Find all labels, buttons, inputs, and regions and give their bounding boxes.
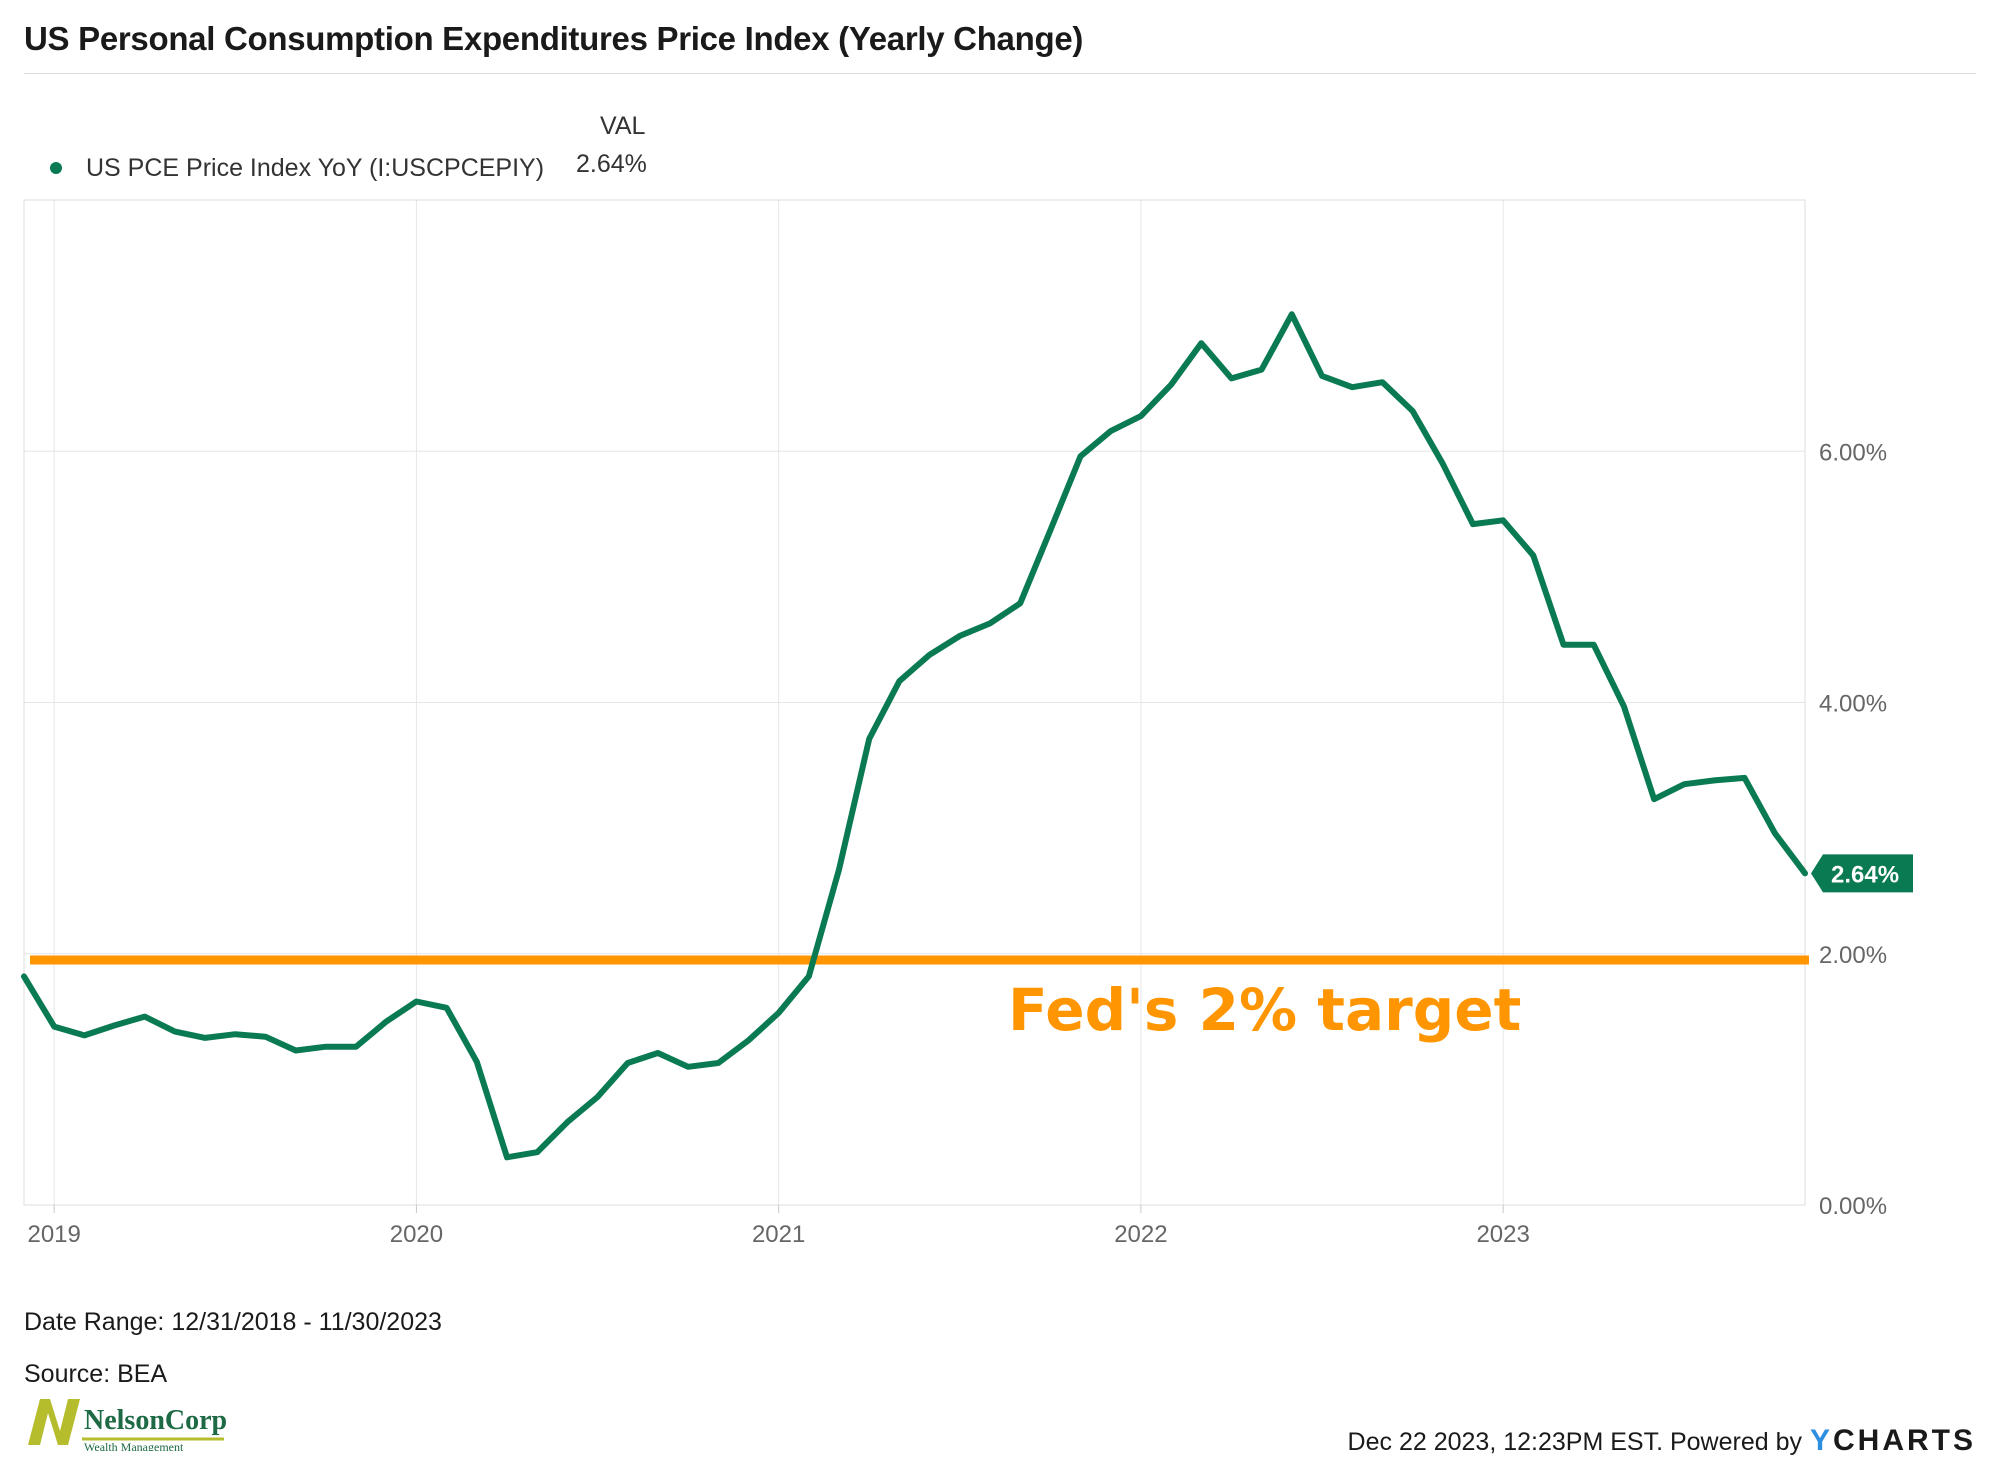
x-tick-label: 2021	[752, 1221, 805, 1248]
y-tick-label: 4.00%	[1819, 691, 1887, 718]
nelsoncorp-logo: NelsonCorp Wealth Management	[28, 1399, 227, 1451]
y-tick-label: 6.00%	[1819, 439, 1887, 466]
logo-name: NelsonCorp	[84, 1405, 227, 1436]
source-note: Source: BEA	[24, 1360, 168, 1388]
logo-subtitle: Wealth Management	[84, 1440, 184, 1451]
ycharts-logo[interactable]: YCHARTS	[1810, 1424, 1976, 1458]
x-axis: 2019 2020 2021 2022 2023	[27, 1205, 1530, 1248]
nelsoncorp-logo-mark-icon	[28, 1399, 80, 1445]
chart-grid	[24, 200, 1805, 1206]
page-title: US Personal Consumption Expenditures Pri…	[24, 20, 1084, 57]
legend-series-dot-icon	[50, 162, 62, 174]
line-chart: 0.00% 2.00% 4.00% 6.00% 2019 2020 2021 2022 202…	[21, 199, 1913, 1248]
y-tick-label: 2.00%	[1819, 942, 1887, 969]
title-divider	[24, 73, 1976, 74]
legend-value-header: VAL	[600, 112, 646, 140]
x-tick-label: 2019	[27, 1221, 80, 1248]
legend-series-name: US PCE Price Index YoY (I:USCPCEPIY)	[86, 153, 545, 182]
date-range: Date Range: 12/31/2018 - 11/30/2023	[24, 1308, 442, 1336]
target-label: Fed's 2% target	[1008, 976, 1521, 1044]
ycharts-logo-text: CHARTS	[1833, 1424, 1976, 1457]
x-tick-label: 2020	[390, 1221, 443, 1248]
last-value-tag-background	[1811, 854, 1913, 893]
last-value-tag: 2.64%	[1811, 854, 1913, 893]
x-tick-label: 2023	[1476, 1221, 1529, 1248]
footer-timestamp: Dec 22 2023, 12:23PM EST. Powered by	[1347, 1428, 1802, 1456]
y-tick-label: 0.00%	[1819, 1193, 1887, 1220]
last-value-label: 2.64%	[1831, 861, 1899, 888]
series-line[interactable]	[21, 311, 1808, 1161]
plot-frame	[23, 199, 1806, 1206]
y-axis: 0.00% 2.00% 4.00% 6.00%	[1819, 439, 1887, 1220]
ycharts-logo-y: Y	[1809, 1424, 1833, 1457]
footer-attribution: Dec 22 2023, 12:23PM EST. Powered by YCH…	[1348, 1424, 1976, 1458]
series-points	[21, 311, 1808, 1160]
x-tick-label: 2022	[1114, 1221, 1167, 1248]
legend-entry[interactable]: US PCE Price Index YoY (I:USCPCEPIY) 2.6…	[50, 150, 647, 186]
legend-series-value: 2.64%	[576, 150, 647, 178]
